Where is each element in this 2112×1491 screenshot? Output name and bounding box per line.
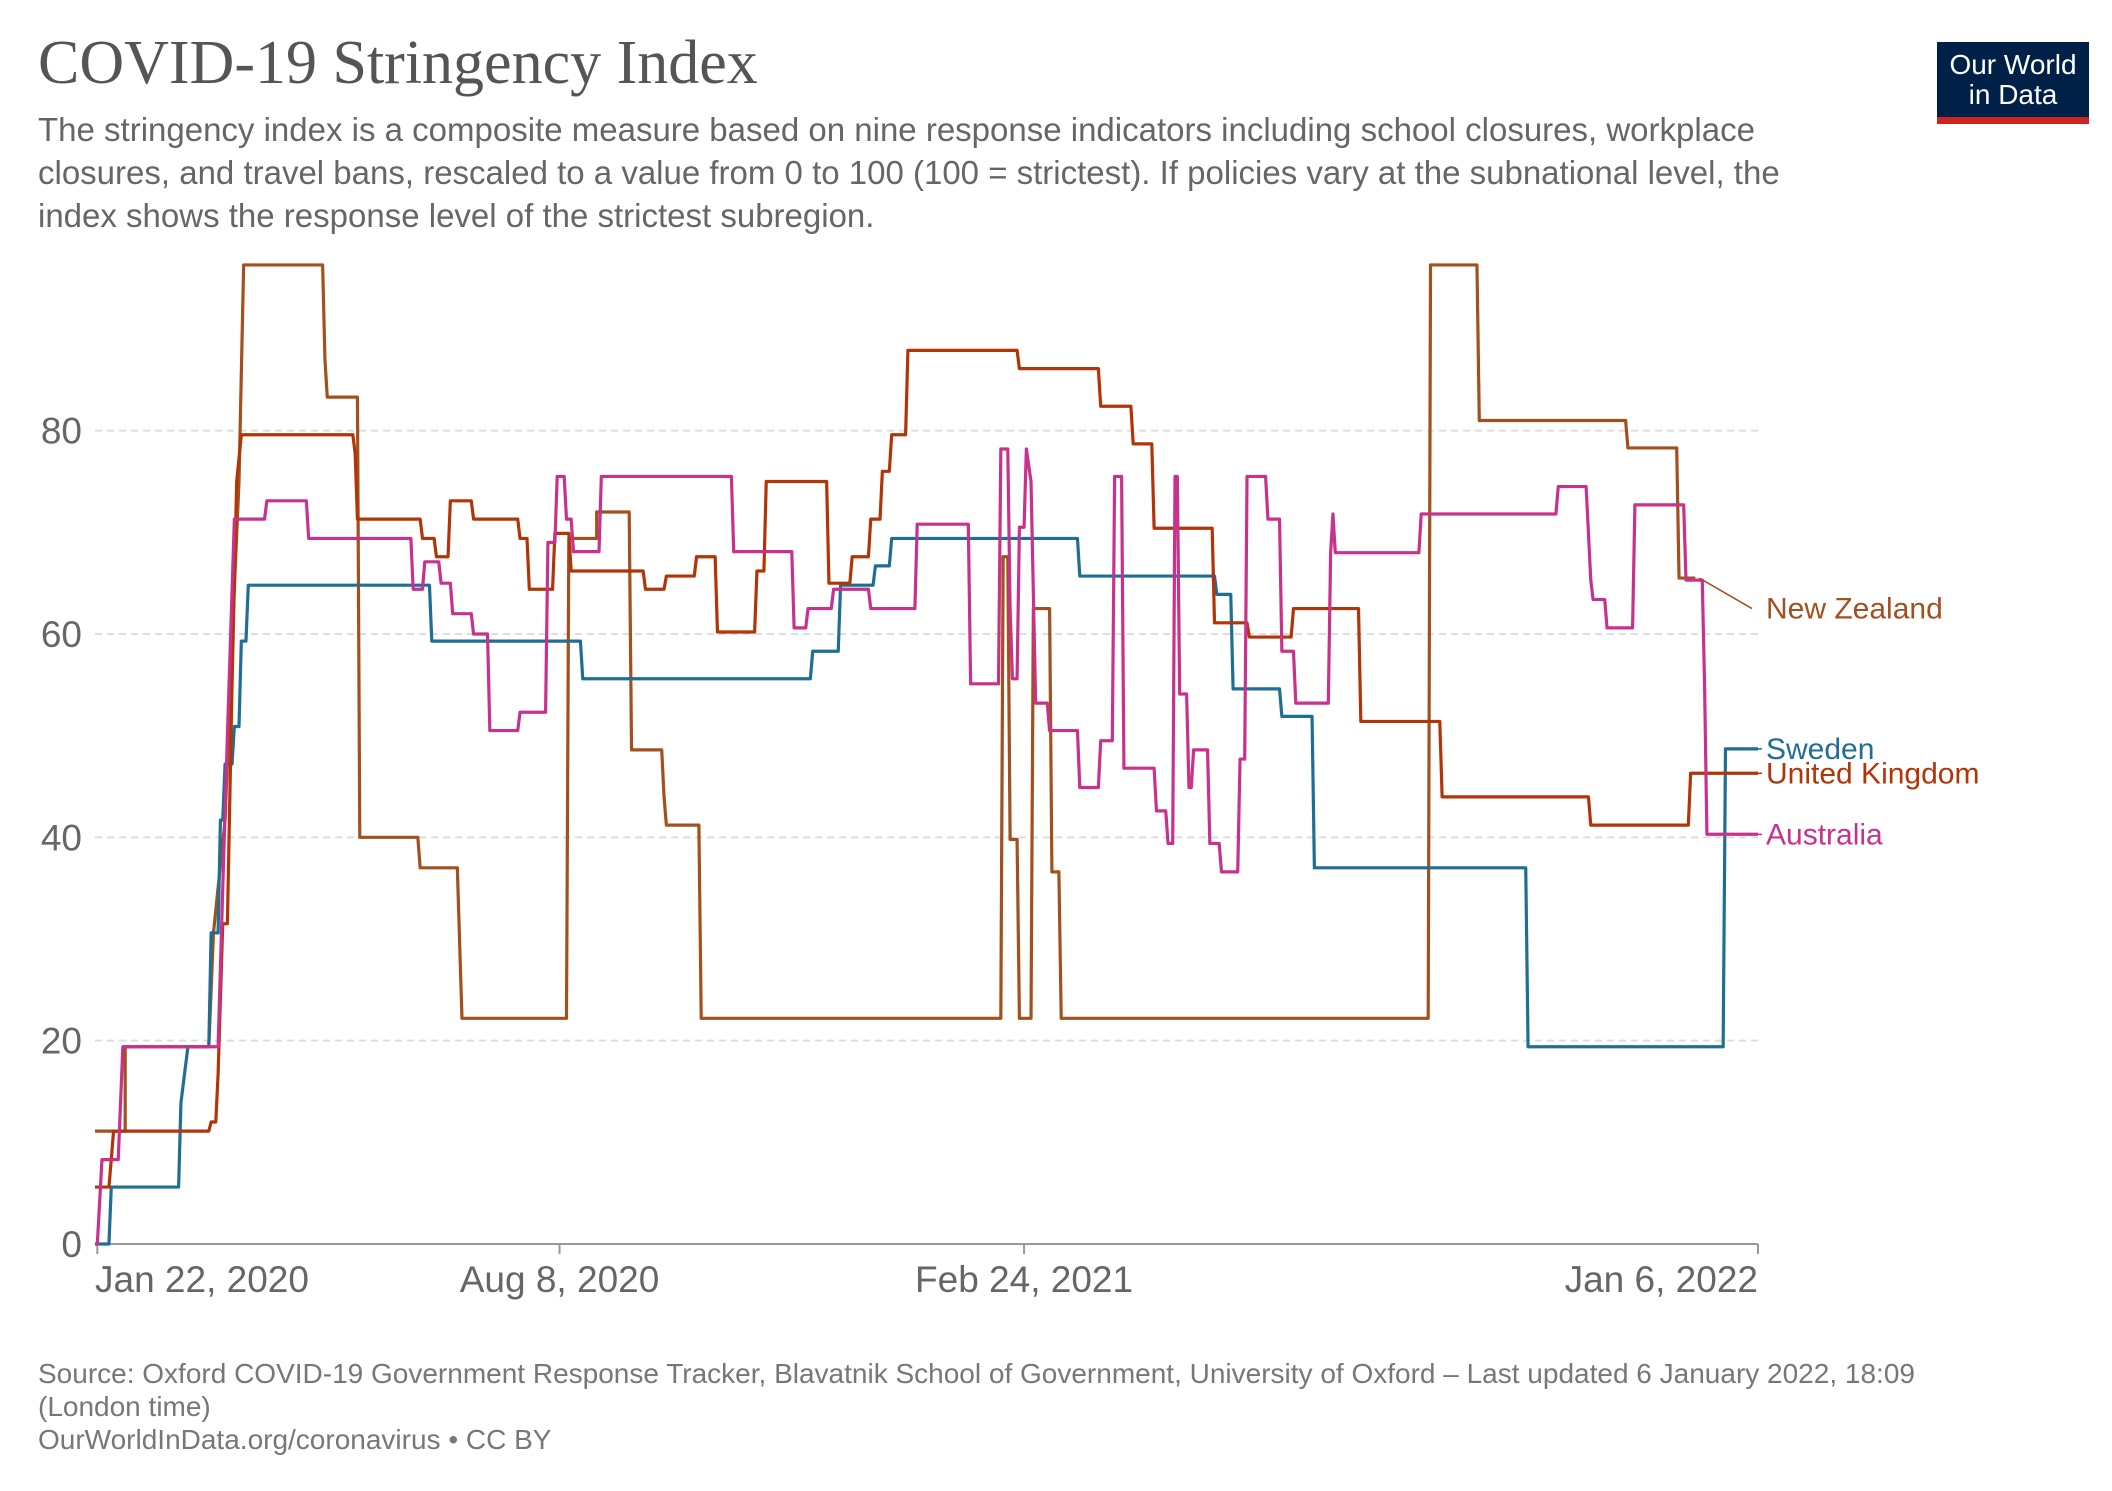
owid-logo[interactable]: Our World in Data <box>1937 42 2089 124</box>
source-note: Source: Oxford COVID-19 Government Respo… <box>38 1358 1915 1422</box>
legend-label-australia[interactable]: Australia <box>1766 818 1883 851</box>
x-tick-label: Jan 22, 2020 <box>95 1259 309 1300</box>
gridlines <box>95 429 1758 1042</box>
y-tick-label: 20 <box>41 1021 82 1062</box>
axes: 0 20 40 60 80 Jan 22, 2020 Aug 8, 2020 Feb 24, … <box>41 411 1759 1300</box>
chart-title: COVID-19 Stringency Index <box>38 29 758 97</box>
x-tick-label: Feb 24, 2021 <box>915 1259 1133 1300</box>
legend-label-united-kingdom[interactable]: United Kingdom <box>1766 757 1979 790</box>
chart-footer: Source: Oxford COVID-19 Government Respo… <box>38 1357 2018 1456</box>
chart-subtitle: The stringency index is a composite meas… <box>38 111 1780 234</box>
series-line-australia[interactable] <box>95 447 1758 1246</box>
y-tick-label: 60 <box>41 614 82 655</box>
series-line-sweden[interactable] <box>95 536 1758 1246</box>
series-line-new-zealand[interactable] <box>95 263 1696 1133</box>
legend-label-sweden[interactable]: Sweden <box>1766 733 1874 766</box>
footer-link[interactable]: OurWorldInData.org/coronavirus • CC BY <box>38 1424 552 1455</box>
y-tick-label: 40 <box>41 817 82 858</box>
series-lines <box>95 263 1758 1246</box>
logo-line-1: Our World <box>1949 49 2077 80</box>
y-tick-label: 80 <box>41 411 82 452</box>
y-tick-label: 0 <box>61 1224 82 1265</box>
logo-line-2: in Data <box>1968 79 2058 110</box>
series-line-united-kingdom[interactable] <box>95 348 1758 1189</box>
legend-connector <box>1698 577 1753 610</box>
x-tick-label: Aug 8, 2020 <box>460 1259 660 1300</box>
legend-label-new-zealand[interactable]: New Zealand <box>1766 593 1943 626</box>
x-tick-label: Jan 6, 2022 <box>1565 1259 1758 1300</box>
